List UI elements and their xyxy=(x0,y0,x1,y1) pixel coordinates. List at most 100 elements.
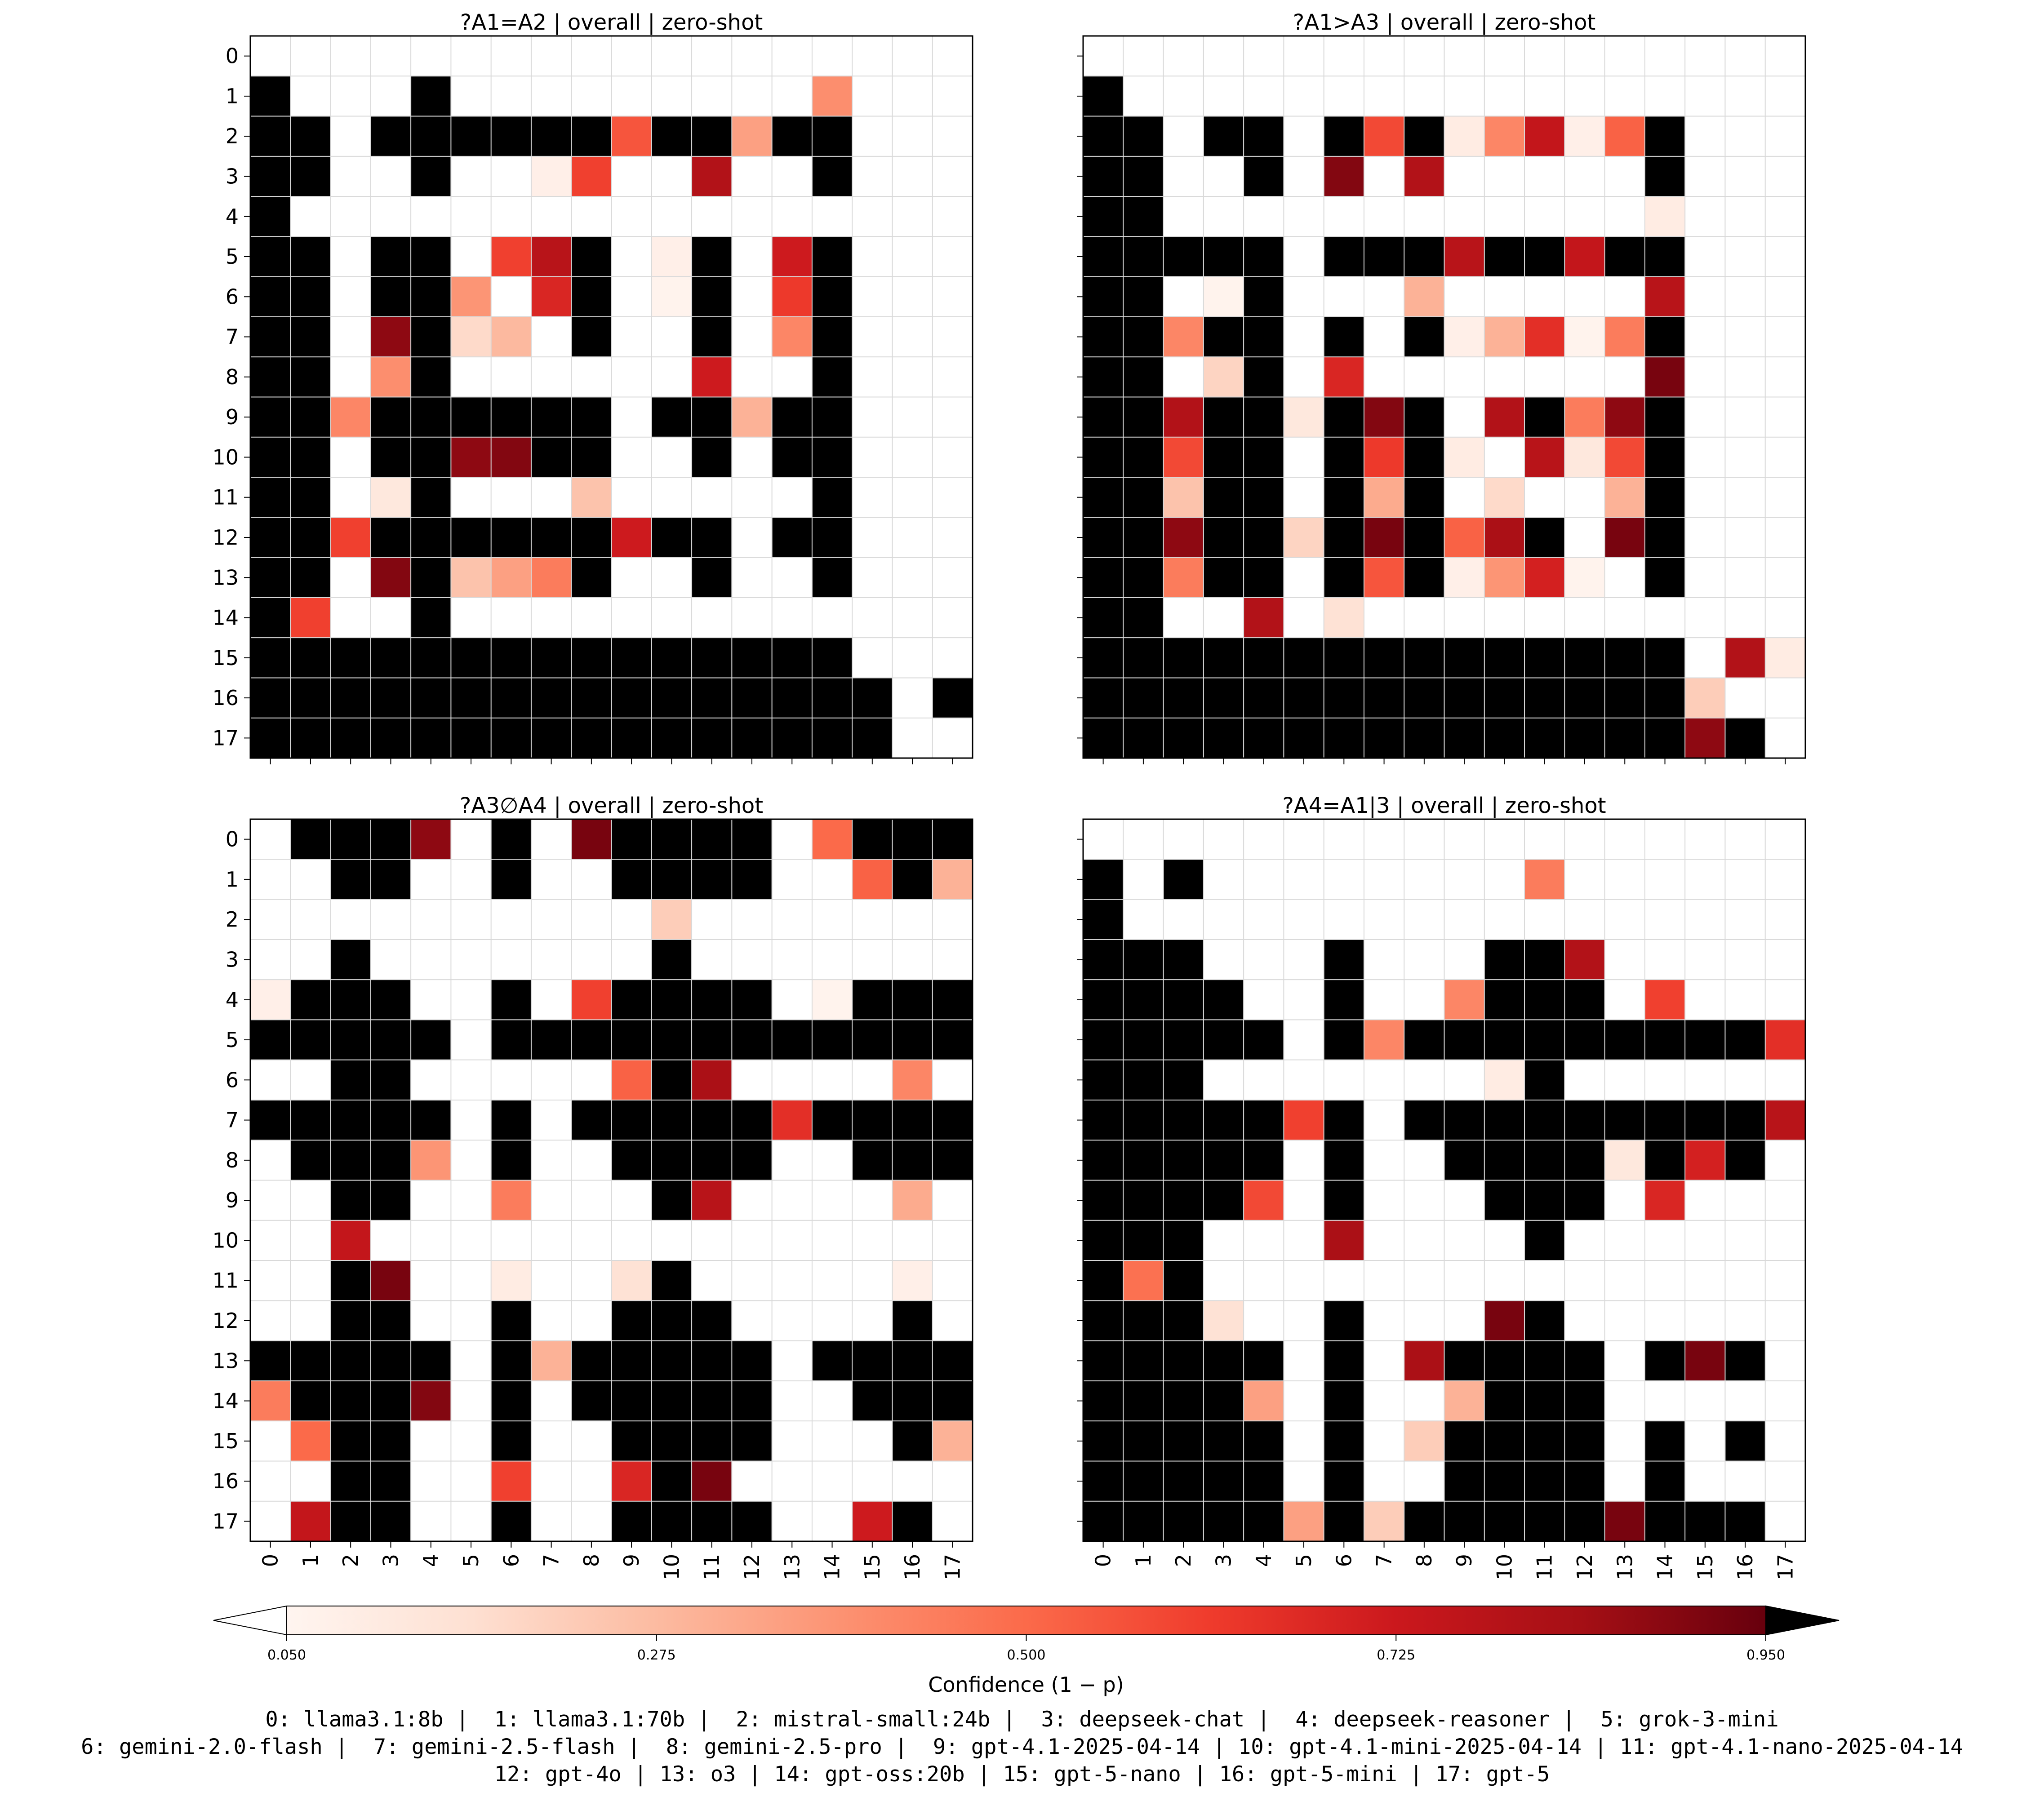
heatmap-cell xyxy=(852,1340,893,1381)
heatmap-cell xyxy=(1324,236,1364,277)
heatmap-cell xyxy=(1244,1220,1284,1261)
heatmap-cell xyxy=(1364,1380,1404,1421)
heatmap-cell xyxy=(1123,638,1164,679)
heatmap-cell xyxy=(1163,517,1204,558)
heatmap-cell xyxy=(1404,437,1445,478)
heatmap-cell xyxy=(290,36,331,76)
heatmap-cell xyxy=(370,1340,411,1381)
heatmap-cell xyxy=(852,678,893,719)
heatmap-cell xyxy=(1444,236,1485,277)
heatmap-cell xyxy=(892,276,933,317)
heatmap-cell xyxy=(411,437,451,478)
heatmap-cell xyxy=(1284,819,1324,860)
heatmap-cell xyxy=(1404,116,1445,157)
heatmap-cell xyxy=(1203,316,1244,357)
heatmap-cell xyxy=(732,397,773,438)
heatmap-cell xyxy=(250,477,291,518)
heatmap-cell xyxy=(932,1340,973,1381)
heatmap-cell xyxy=(1083,859,1124,900)
heatmap-cell xyxy=(411,156,451,197)
heatmap-cell xyxy=(1524,196,1565,237)
heatmap-cell xyxy=(491,939,532,980)
y-tick-label: 13 xyxy=(212,565,239,590)
heatmap-cell xyxy=(1765,638,1806,679)
heatmap-cell xyxy=(370,357,411,398)
heatmap-cell xyxy=(1765,718,1806,759)
heatmap-cell xyxy=(812,638,853,679)
heatmap-cell xyxy=(732,1140,773,1181)
heatmap-cell xyxy=(290,1421,331,1462)
heatmap-cell xyxy=(1163,276,1204,317)
heatmap-cell xyxy=(1524,859,1565,900)
heatmap-cell xyxy=(1364,1140,1404,1181)
heatmap-cell xyxy=(812,116,853,157)
heatmap-cell xyxy=(772,196,813,237)
x-tick-label: 7 xyxy=(539,1554,564,1567)
heatmap-cell xyxy=(1685,116,1726,157)
heatmap-cell xyxy=(1685,1100,1726,1140)
y-tick-label: 14 xyxy=(212,1389,239,1413)
heatmap-cell xyxy=(932,196,973,237)
heatmap-cell xyxy=(1163,236,1204,277)
heatmap-cell xyxy=(1284,1100,1324,1140)
heatmap-cell xyxy=(290,597,331,638)
heatmap-cell xyxy=(932,36,973,76)
heatmap-cell xyxy=(571,819,612,860)
heatmap-cell xyxy=(1324,437,1364,478)
heatmap-cell xyxy=(1244,859,1284,900)
heatmap-cell xyxy=(1203,1140,1244,1181)
heatmap-cell xyxy=(531,1100,572,1140)
heatmap-cell xyxy=(571,1461,612,1502)
heatmap-cell xyxy=(852,638,893,679)
heatmap-cell xyxy=(491,638,532,679)
heatmap-cell xyxy=(1725,557,1766,598)
heatmap-cell xyxy=(1284,76,1324,117)
heatmap-cell xyxy=(892,859,933,900)
heatmap-cell xyxy=(1604,819,1645,860)
y-tick-label: 17 xyxy=(212,1509,239,1533)
plot-frame xyxy=(249,818,973,1542)
heatmap-cell xyxy=(411,236,451,277)
heatmap-cell xyxy=(1484,899,1525,940)
heatmap-cell xyxy=(1644,718,1685,759)
x-tick-label: 12 xyxy=(1573,1554,1597,1580)
heatmap-cell xyxy=(1444,477,1485,518)
heatmap-cell xyxy=(1564,437,1605,478)
heatmap-cell xyxy=(1725,36,1766,76)
heatmap-cell xyxy=(1244,1501,1284,1542)
heatmap-cell xyxy=(1444,397,1485,438)
heatmap-cell xyxy=(571,899,612,940)
heatmap-cell xyxy=(1364,477,1404,518)
heatmap-cell xyxy=(1564,236,1605,277)
heatmap-cell xyxy=(1324,76,1364,117)
heatmap-cell xyxy=(250,156,291,197)
heatmap-cell xyxy=(1444,196,1485,237)
heatmap-cell xyxy=(1765,678,1806,719)
heatmap-cell xyxy=(1163,819,1204,860)
heatmap-cell xyxy=(692,980,732,1020)
heatmap-cell xyxy=(1083,196,1124,237)
heatmap-cell xyxy=(1564,638,1605,679)
heatmap-cell xyxy=(1123,116,1164,157)
heatmap-cell xyxy=(1685,819,1726,860)
heatmap-cell xyxy=(932,1140,973,1181)
heatmap-cell xyxy=(1083,397,1124,438)
heatmap-cell xyxy=(1644,437,1685,478)
heatmap-cell xyxy=(1524,236,1565,277)
heatmap-cell xyxy=(1163,196,1204,237)
heatmap-cell xyxy=(451,819,492,860)
heatmap-cell xyxy=(1564,1461,1605,1502)
heatmap-cell xyxy=(772,357,813,398)
heatmap-cell xyxy=(611,357,652,398)
heatmap-cell xyxy=(1524,1180,1565,1221)
heatmap-cell xyxy=(932,597,973,638)
heatmap-cell xyxy=(1564,1421,1605,1462)
colorbar-gradient xyxy=(287,1606,1766,1635)
heatmap-cell xyxy=(1203,1300,1244,1341)
heatmap-cell xyxy=(1324,36,1364,76)
heatmap-cell xyxy=(571,859,612,900)
heatmap-cell xyxy=(1644,156,1685,197)
heatmap-cell xyxy=(812,477,853,518)
heatmap-cell xyxy=(1404,1140,1445,1181)
y-tick-label: 3 xyxy=(226,164,239,188)
